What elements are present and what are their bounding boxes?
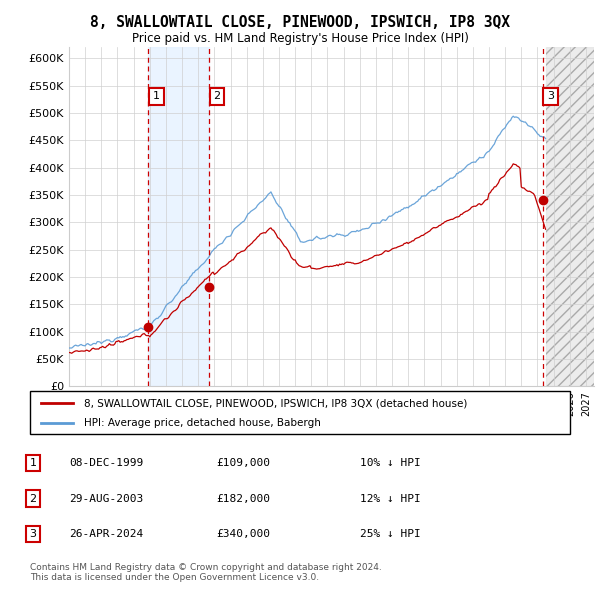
- Bar: [545, 47, 594, 386]
- Text: 10% ↓ HPI: 10% ↓ HPI: [360, 458, 421, 468]
- Text: 3: 3: [29, 529, 37, 539]
- Text: 8, SWALLOWTAIL CLOSE, PINEWOOD, IPSWICH, IP8 3QX: 8, SWALLOWTAIL CLOSE, PINEWOOD, IPSWICH,…: [90, 15, 510, 30]
- Bar: [148, 47, 209, 386]
- Text: 26-APR-2024: 26-APR-2024: [69, 529, 143, 539]
- Text: HPI: Average price, detached house, Babergh: HPI: Average price, detached house, Babe…: [84, 418, 321, 428]
- Text: 2: 2: [214, 91, 221, 101]
- Text: £182,000: £182,000: [216, 494, 270, 503]
- Bar: [545, 47, 594, 386]
- Text: 8, SWALLOWTAIL CLOSE, PINEWOOD, IPSWICH, IP8 3QX (detached house): 8, SWALLOWTAIL CLOSE, PINEWOOD, IPSWICH,…: [84, 398, 467, 408]
- Text: 08-DEC-1999: 08-DEC-1999: [69, 458, 143, 468]
- Text: £340,000: £340,000: [216, 529, 270, 539]
- Text: 1: 1: [29, 458, 37, 468]
- Text: 29-AUG-2003: 29-AUG-2003: [69, 494, 143, 503]
- Text: 3: 3: [547, 91, 554, 101]
- Text: 12% ↓ HPI: 12% ↓ HPI: [360, 494, 421, 503]
- Text: 1: 1: [153, 91, 160, 101]
- Text: Contains HM Land Registry data © Crown copyright and database right 2024.
This d: Contains HM Land Registry data © Crown c…: [30, 563, 382, 582]
- Text: Price paid vs. HM Land Registry's House Price Index (HPI): Price paid vs. HM Land Registry's House …: [131, 32, 469, 45]
- Text: 2: 2: [29, 494, 37, 503]
- Text: 25% ↓ HPI: 25% ↓ HPI: [360, 529, 421, 539]
- Text: £109,000: £109,000: [216, 458, 270, 468]
